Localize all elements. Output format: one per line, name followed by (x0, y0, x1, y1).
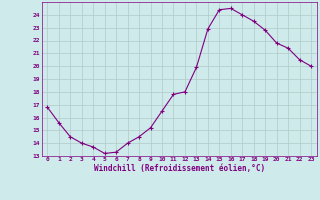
X-axis label: Windchill (Refroidissement éolien,°C): Windchill (Refroidissement éolien,°C) (94, 164, 265, 173)
